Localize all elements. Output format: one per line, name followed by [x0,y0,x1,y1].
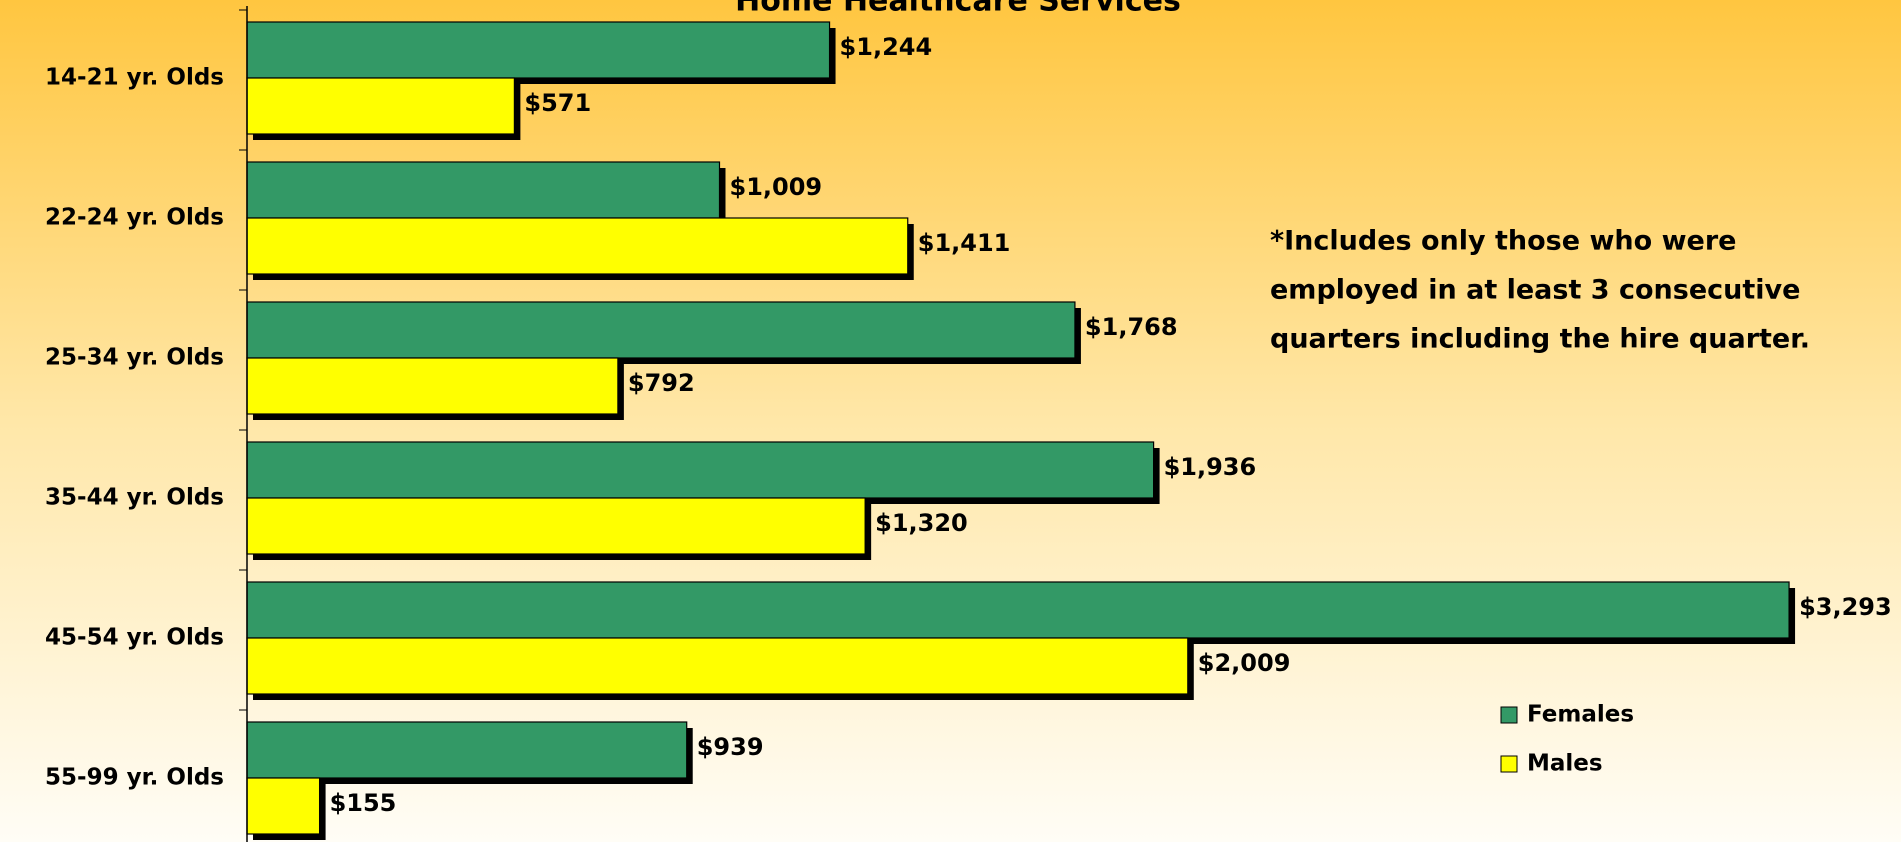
y-tick-label: 35-44 yr. Olds [45,485,224,511]
bar [246,357,619,415]
bar [246,21,831,79]
value-label: $571 [524,89,591,117]
value-label: $2,009 [1198,649,1291,677]
legend-swatch [1500,706,1518,724]
value-label: $1,768 [1085,313,1178,341]
bar [246,497,866,555]
y-tick-label: 55-99 yr. Olds [45,765,224,791]
annotation: employed in at least 3 consecutive [1270,275,1800,306]
value-label: $1,936 [1164,453,1257,481]
bar [246,777,321,835]
annotation: quarters including the hire quarter. [1270,324,1810,355]
chart-title: Home Healthcare Services [735,0,1181,19]
bar [246,441,1155,499]
bar [246,637,1189,695]
bar [246,161,721,219]
value-label: $155 [330,789,397,817]
value-label: $939 [697,733,764,761]
value-label: $1,244 [840,33,933,61]
value-label: $1,320 [875,509,968,537]
value-label: $1,009 [730,173,823,201]
y-tick-label: 22-24 yr. Olds [45,205,224,231]
legend-swatch [1500,755,1518,773]
value-label: $3,293 [1799,593,1892,621]
legend-label: Females [1527,702,1634,728]
legend-label: Males [1527,751,1603,777]
bar [246,581,1790,639]
bar [246,301,1076,359]
y-tick-label: 25-34 yr. Olds [45,345,224,371]
annotation: *Includes only those who were [1270,226,1736,257]
bar [246,217,909,275]
value-label: $1,411 [918,229,1011,257]
bar [246,77,515,135]
bar [246,721,688,779]
value-label: $792 [628,369,695,397]
y-tick-label: 14-21 yr. Olds [45,65,224,91]
y-tick-label: 45-54 yr. Olds [45,625,224,651]
